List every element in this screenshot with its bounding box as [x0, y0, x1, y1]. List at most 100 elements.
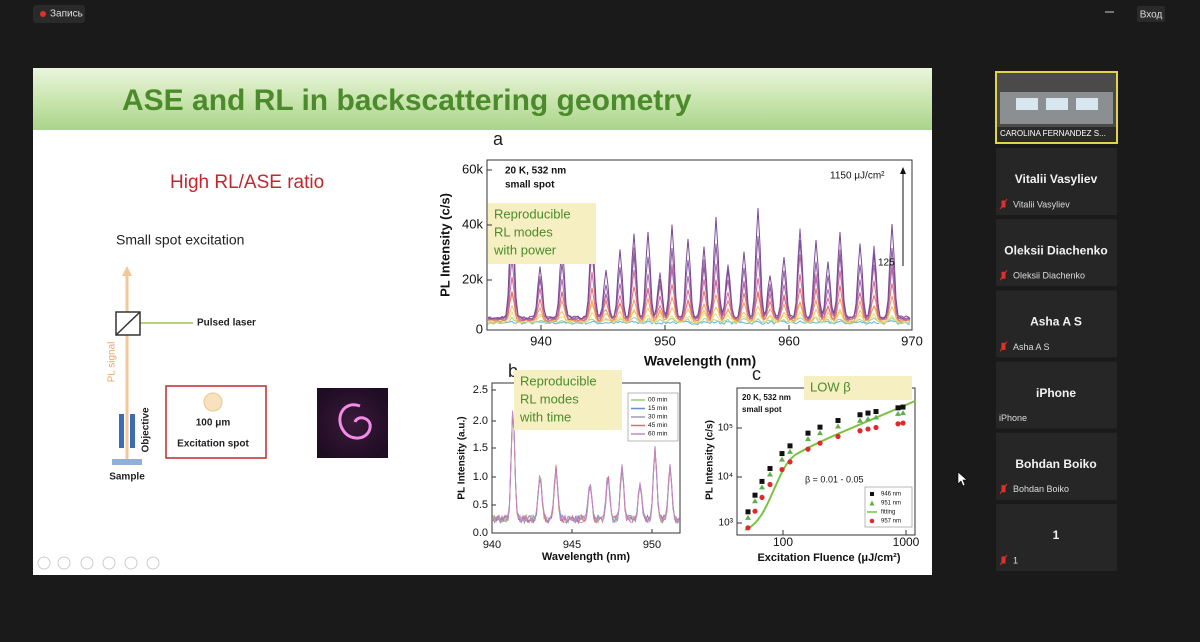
participant-tile[interactable] [996, 432, 1117, 500]
point-957 [787, 459, 793, 465]
legend-swatch [869, 518, 875, 524]
point-951 [779, 456, 785, 462]
note-box [804, 376, 912, 400]
slide: ASE and RL in backscattering geometry Hi… [33, 68, 932, 575]
power-min: 125 [878, 258, 895, 269]
y-tick-label: 0.5 [473, 499, 488, 511]
y-tick-label: 1.0 [473, 471, 488, 483]
point-957 [865, 426, 871, 432]
point-946 [779, 451, 785, 457]
participant-label: iPhone [999, 413, 1027, 423]
note-line: with power [493, 242, 557, 257]
point-957 [817, 440, 823, 446]
recording-badge[interactable] [33, 5, 85, 23]
point-957 [900, 420, 906, 426]
beam-arrow [122, 266, 132, 276]
spot-size: 100 μm [196, 418, 231, 429]
participant-tile[interactable] [996, 361, 1117, 429]
panel-b: b Reproducible RL modes with time 00 min… [457, 361, 681, 563]
y-tick-label: 10⁴ [718, 472, 733, 483]
y-tick-label: 1.5 [473, 442, 488, 454]
slide-title: ASE and RL in backscattering geometry [122, 84, 692, 117]
spectrum [487, 316, 911, 325]
y-axis-label: PL Intensity (c/s) [705, 420, 716, 500]
spot-label: Excitation spot [177, 439, 249, 450]
x-tick-label: 970 [901, 333, 923, 348]
y-tick-label: 10³ [719, 518, 734, 529]
participant-tile[interactable] [996, 290, 1117, 358]
slide-controls[interactable] [37, 556, 160, 570]
objective-label: Objective [141, 407, 152, 452]
participant-label: 1 [1013, 555, 1018, 565]
point-957 [835, 433, 841, 440]
note-line: RL modes [494, 224, 553, 239]
note-line: Reproducible [494, 206, 571, 221]
spot-circle [203, 392, 223, 412]
point-946 [900, 404, 906, 410]
x-axis-label: Excitation Fluence (μJ/cm²) [757, 552, 900, 564]
x-tick-label: 100 [773, 535, 793, 549]
sample-label: Sample [109, 472, 145, 483]
video-screen [1046, 98, 1068, 110]
point-946 [767, 466, 773, 472]
point-951 [900, 410, 906, 416]
point-946 [805, 430, 811, 436]
point-957 [745, 525, 751, 531]
legend-label: 946 nm [881, 492, 901, 498]
y-tick-label: 20k [462, 271, 483, 286]
x-axis-label: Wavelength (nm) [542, 551, 631, 563]
spectrum [487, 206, 911, 320]
y-tick-label: 0.0 [473, 527, 488, 539]
beam-splitter-diagonal [115, 311, 141, 336]
x-tick-label: 1000 [893, 535, 920, 549]
panel-letter: b [508, 361, 518, 381]
point-946 [873, 409, 879, 415]
sign-in-button[interactable] [1137, 6, 1165, 22]
point-957 [759, 494, 765, 501]
point-951 [752, 498, 758, 504]
legend-label: 60 min [648, 431, 668, 438]
x-tick-label: 940 [530, 333, 552, 348]
point-957 [873, 424, 879, 431]
participant-name: iPhone [1036, 386, 1076, 400]
participant-tile[interactable] [996, 219, 1117, 287]
mic-muted-icon [999, 483, 1008, 495]
emission-image [317, 388, 388, 458]
legend-label: 00 min [648, 397, 668, 404]
point-946 [865, 410, 871, 416]
participant-tile[interactable] [996, 148, 1117, 215]
beta: β = 0.01 - 0.05 [805, 474, 863, 484]
point-946 [835, 418, 841, 424]
point-951 [857, 417, 863, 423]
x-tick-label: 945 [563, 539, 581, 551]
point-957 [767, 481, 773, 488]
video-screen [1076, 98, 1098, 110]
condition: 20 K, 532 nm [505, 166, 566, 177]
y-tick-label: 40k [462, 216, 483, 231]
legend-label: 30 min [648, 414, 668, 421]
y-tick-label: 60k [462, 161, 483, 176]
panel-letter: a [493, 129, 504, 149]
point-951 [895, 410, 901, 416]
x-axis-label: Wavelength (nm) [644, 353, 756, 369]
point-946 [745, 509, 751, 515]
point-957 [805, 446, 811, 452]
y-axis-label: PL Intensity (c/s) [437, 193, 452, 297]
legend-label: 951 nm [881, 501, 901, 507]
recording-label: Запись [50, 9, 83, 20]
point-951 [865, 416, 871, 422]
point-951 [745, 514, 751, 520]
note-line: RL modes [520, 391, 579, 406]
condition: 20 K, 532 nm [742, 393, 791, 402]
mic-muted-icon [999, 198, 1008, 210]
fit-curve [744, 400, 916, 531]
y-axis-label: PL Intensity (a.u.) [457, 416, 468, 499]
participant-label: Bohdan Boiko [1013, 484, 1069, 494]
participant-tile[interactable] [996, 504, 1117, 571]
setup-heading: Small spot excitation [116, 232, 244, 248]
point-946 [817, 424, 823, 430]
video-screen [1016, 98, 1038, 110]
point-946 [752, 492, 758, 498]
speaker-name: CAROLINA FERNANDEZ S... [1000, 129, 1106, 138]
slide-subtitle: High RL/ASE ratio [170, 172, 324, 193]
